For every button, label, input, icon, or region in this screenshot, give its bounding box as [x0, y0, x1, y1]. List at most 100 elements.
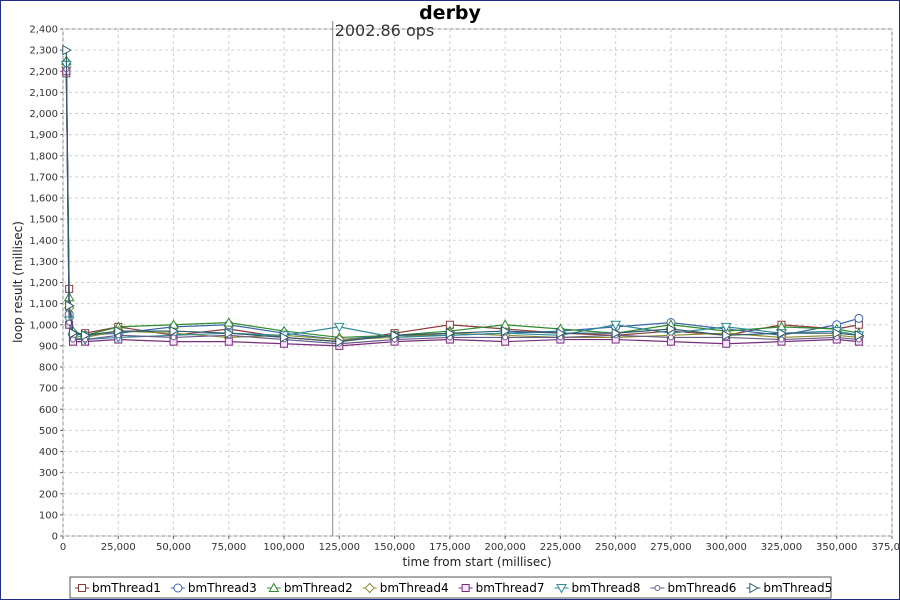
y-tick-label: 1,200 [29, 278, 58, 289]
legend-marker [78, 584, 86, 592]
data-point [445, 327, 456, 339]
data-point [333, 322, 345, 333]
data-point [722, 329, 732, 341]
data-point [611, 327, 622, 339]
data-point [224, 327, 235, 339]
x-tick-label: 25,000 [101, 542, 136, 553]
data-point [68, 327, 79, 339]
legend-label: bmThread2 [284, 581, 353, 595]
data-point [778, 336, 785, 343]
legend: bmThread1 bmThread3 bmThread2 bmThread4 bmTh… [75, 581, 832, 595]
y-tick-label: 700 [39, 384, 58, 395]
y-tick-label: 100 [39, 510, 58, 521]
x-tick-label: 300,000 [706, 542, 747, 553]
legend-label: bmThread8 [572, 581, 641, 595]
y-tick-label: 1,800 [29, 151, 58, 162]
data-point [390, 329, 401, 341]
data-point [81, 329, 91, 341]
data-point [556, 327, 566, 339]
y-tick-label: 2,100 [29, 88, 58, 99]
y-tick-label: 1,300 [29, 257, 58, 268]
legend-item-bmThread7: bmThread7 [458, 581, 545, 595]
chart-title: derby [419, 2, 481, 24]
legend-label: bmThread5 [763, 581, 832, 595]
data-point [666, 323, 677, 335]
y-tick-label: 1,700 [29, 172, 58, 183]
legend-marker [268, 582, 280, 592]
x-tick-label: 250,000 [595, 542, 636, 553]
data-point [610, 320, 622, 331]
data-point [280, 332, 290, 343]
gridlines [62, 28, 893, 537]
legend-label: bmThread1 [92, 581, 161, 595]
data-point [854, 329, 865, 341]
legend-label: bmThread3 [188, 581, 257, 595]
legend-item-bmThread1: bmThread1 [75, 581, 161, 595]
y-tick-label: 1,900 [29, 130, 58, 141]
x-tick-label: 75,000 [211, 542, 246, 553]
series-layer [60, 44, 865, 350]
data-point [854, 313, 864, 323]
y-tick-label: 600 [39, 405, 58, 416]
data-point [832, 327, 843, 339]
y-tick-label: 200 [39, 489, 58, 500]
y-tick-label: 2,000 [29, 109, 58, 120]
legend-item-bmThread4: bmThread4 [362, 581, 449, 595]
data-point [667, 334, 674, 341]
y-tick-label: 1,500 [29, 215, 58, 226]
y-axis-label: loop result (millisec) [11, 221, 25, 343]
y-axis: 0 100 200 300 400 500 600 700 800 900 1,000 1,100 1,… [29, 25, 63, 543]
legend-marker [364, 582, 375, 594]
legend-label: bmThread6 [667, 581, 736, 595]
x-tick-label: 150,000 [374, 542, 415, 553]
y-tick-label: 300 [39, 468, 58, 479]
legend-item-bmThread6: bmThread6 [650, 581, 736, 595]
legend-marker [654, 585, 661, 591]
legend-item-bmThread5: bmThread5 [746, 581, 832, 595]
x-axis-label: time from start (millisec) [402, 555, 551, 569]
data-point [223, 317, 235, 327]
data-point [777, 327, 787, 339]
legend-item-bmThread2: bmThread2 [266, 581, 353, 595]
y-tick-label: 400 [39, 447, 58, 458]
x-tick-label: 225,000 [540, 542, 581, 553]
legend-marker [749, 582, 759, 594]
x-tick-label: 375,000 [871, 542, 900, 553]
data-point [502, 334, 509, 341]
data-point [720, 322, 732, 333]
legend-box [69, 576, 832, 599]
y-tick-label: 2,400 [29, 25, 58, 36]
legend-marker [461, 584, 470, 592]
y-tick-label: 2,300 [29, 46, 58, 57]
series-bmThread5 [62, 44, 865, 348]
x-tick-label: 200,000 [484, 542, 525, 553]
y-tick-label: 1,600 [29, 194, 58, 205]
x-tick-label: 100,000 [263, 542, 304, 553]
y-tick-label: 500 [39, 426, 58, 437]
data-point [65, 300, 75, 312]
x-tick-label: 50,000 [156, 542, 191, 553]
x-tick-label: 275,000 [650, 542, 691, 553]
legend-item-bmThread8: bmThread8 [554, 581, 641, 595]
data-point [62, 44, 72, 56]
x-tick-label: 350,000 [816, 542, 857, 553]
legend-marker [173, 583, 183, 593]
y-tick-label: 1,400 [29, 236, 58, 247]
y-tick-label: 0 [52, 532, 58, 543]
data-point [335, 336, 345, 348]
y-tick-label: 900 [39, 341, 58, 352]
x-axis: 0 25,000 50,000 75,000 100,000 125,000 150,000… [60, 536, 900, 553]
data-point [69, 336, 76, 343]
x-tick-label: 125,000 [319, 542, 360, 553]
y-tick-label: 2,200 [29, 67, 58, 78]
legend-label: bmThread4 [380, 581, 449, 595]
x-tick-label: 175,000 [429, 542, 470, 553]
x-tick-label: 0 [60, 542, 66, 553]
data-point [169, 325, 180, 337]
y-tick-label: 1,000 [29, 320, 58, 331]
legend-item-bmThread3: bmThread3 [170, 581, 257, 595]
y-tick-label: 1,100 [29, 299, 58, 310]
data-point [114, 325, 124, 337]
data-point [170, 334, 177, 341]
legend-label: bmThread7 [476, 581, 545, 595]
